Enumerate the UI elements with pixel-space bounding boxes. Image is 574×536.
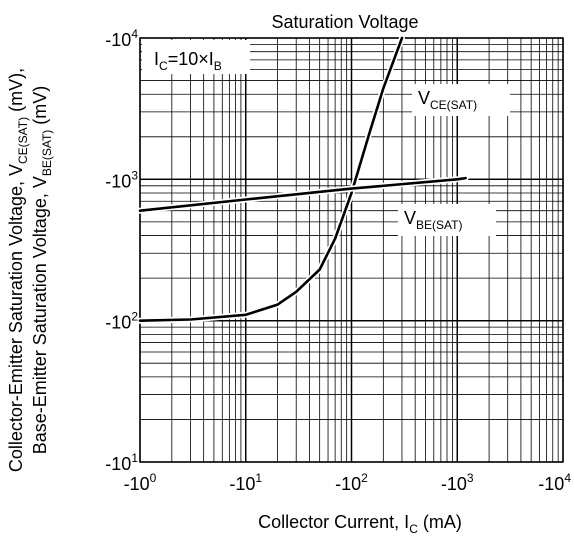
condition-label: IC=10×IB [154,49,222,73]
series-label-layer: VCE(SAT) VBE(SAT) [398,84,510,236]
y-tick-label: -101 [105,451,138,474]
y-tick-label: -102 [105,310,138,333]
y-tick-label-layer: -101 -102 -103 -104 [105,27,138,474]
series-label-vce-sat-: VCE(SAT) [418,88,477,112]
series-label-box-vbe-sat- [398,204,496,236]
y-tick-label: -103 [105,168,138,191]
plot-frame [139,37,564,463]
series-line-vbe-sat- [138,176,467,212]
x-tick-label: -100 [124,471,157,494]
y-axis-label-line-1: Collector-Emitter Saturation Voltage, VC… [6,68,30,472]
x-axis-label: Collector Current, IC (mA) [258,512,462,536]
x-tick-label: -102 [335,471,368,494]
condition-box [142,40,250,74]
grid-layer [139,37,564,463]
x-tick-label: -101 [229,471,262,494]
condition-annotation: IC=10×IB [142,40,250,74]
series-layer [137,35,469,324]
chart-title: Saturation Voltage [271,12,418,32]
x-tick-label: -104 [538,471,571,494]
series-label-vbe-sat-: VBE(SAT) [404,208,462,232]
y-axis-label-line-2: Base-Emitter Saturation Voltage, VBE(SAT… [30,86,54,455]
x-tick-label: -103 [441,471,474,494]
x-tick-label-layer: -100 -101 -102 -103 -104 [124,471,572,494]
y-tick-label: -104 [105,27,138,50]
series-label-box-vce-sat- [412,84,510,116]
series-line-vce-sat- [138,36,404,323]
